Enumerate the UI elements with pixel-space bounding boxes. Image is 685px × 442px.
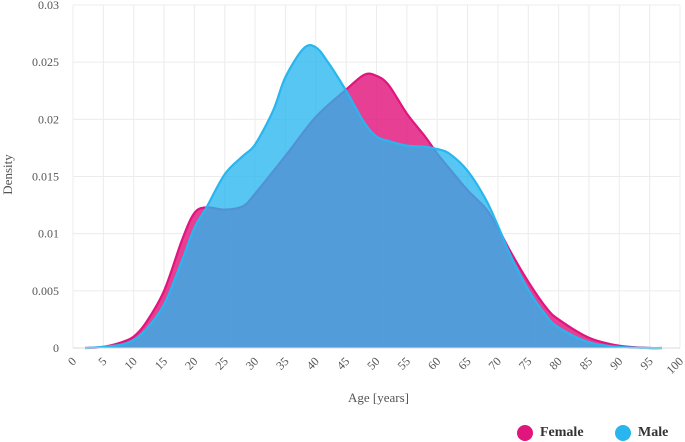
x-tick-label: 0	[65, 354, 79, 368]
male-density-line	[85, 44, 662, 350]
density-areas	[85, 44, 662, 350]
y-tick-label: 0.02	[38, 112, 59, 126]
x-tick-label: 80	[546, 354, 564, 372]
legend-label-female: Female	[540, 425, 584, 440]
x-tick-label: 70	[486, 354, 504, 372]
legend-label-male: Male	[638, 425, 669, 440]
y-tick-label: 0.005	[32, 284, 59, 298]
x-tick-label: 90	[607, 354, 625, 372]
y-tick-label: 0.01	[38, 227, 59, 241]
x-tick-label: 15	[152, 354, 170, 372]
x-tick-label: 55	[395, 354, 413, 372]
x-tick-label: 95	[637, 354, 655, 372]
x-tick-label: 40	[304, 354, 322, 372]
y-tick-label: 0.03	[38, 0, 59, 12]
male-density-area[interactable]	[85, 45, 662, 349]
x-tick-label: 20	[182, 354, 200, 372]
x-tick-label: 30	[243, 354, 261, 372]
x-tick-label: 65	[455, 354, 473, 372]
y-axis-title: Density	[0, 154, 15, 195]
female-density-line	[85, 72, 662, 350]
male-swatch-icon	[615, 425, 631, 441]
female-swatch-icon	[517, 425, 533, 441]
legend-item-female[interactable]: Female	[517, 425, 584, 441]
x-tick-label: 60	[425, 354, 443, 372]
x-tick-label: 75	[516, 354, 534, 372]
x-tick-label: 50	[364, 354, 382, 372]
x-tick-label: 35	[273, 354, 291, 372]
y-tick-label: 0.015	[32, 170, 59, 184]
y-tick-label: 0	[53, 341, 59, 355]
x-tick-label: 45	[334, 354, 352, 372]
x-tick-label: 5	[95, 354, 109, 368]
legend-item-male[interactable]: Male	[615, 425, 668, 441]
x-tick-label: 25	[212, 354, 230, 372]
y-tick-label: 0.025	[32, 55, 59, 69]
x-tick-label: 85	[577, 354, 595, 372]
x-tick-label: 100	[663, 354, 685, 377]
x-axis-title: Age [years]	[348, 390, 409, 405]
x-tick-label: 10	[121, 354, 139, 372]
